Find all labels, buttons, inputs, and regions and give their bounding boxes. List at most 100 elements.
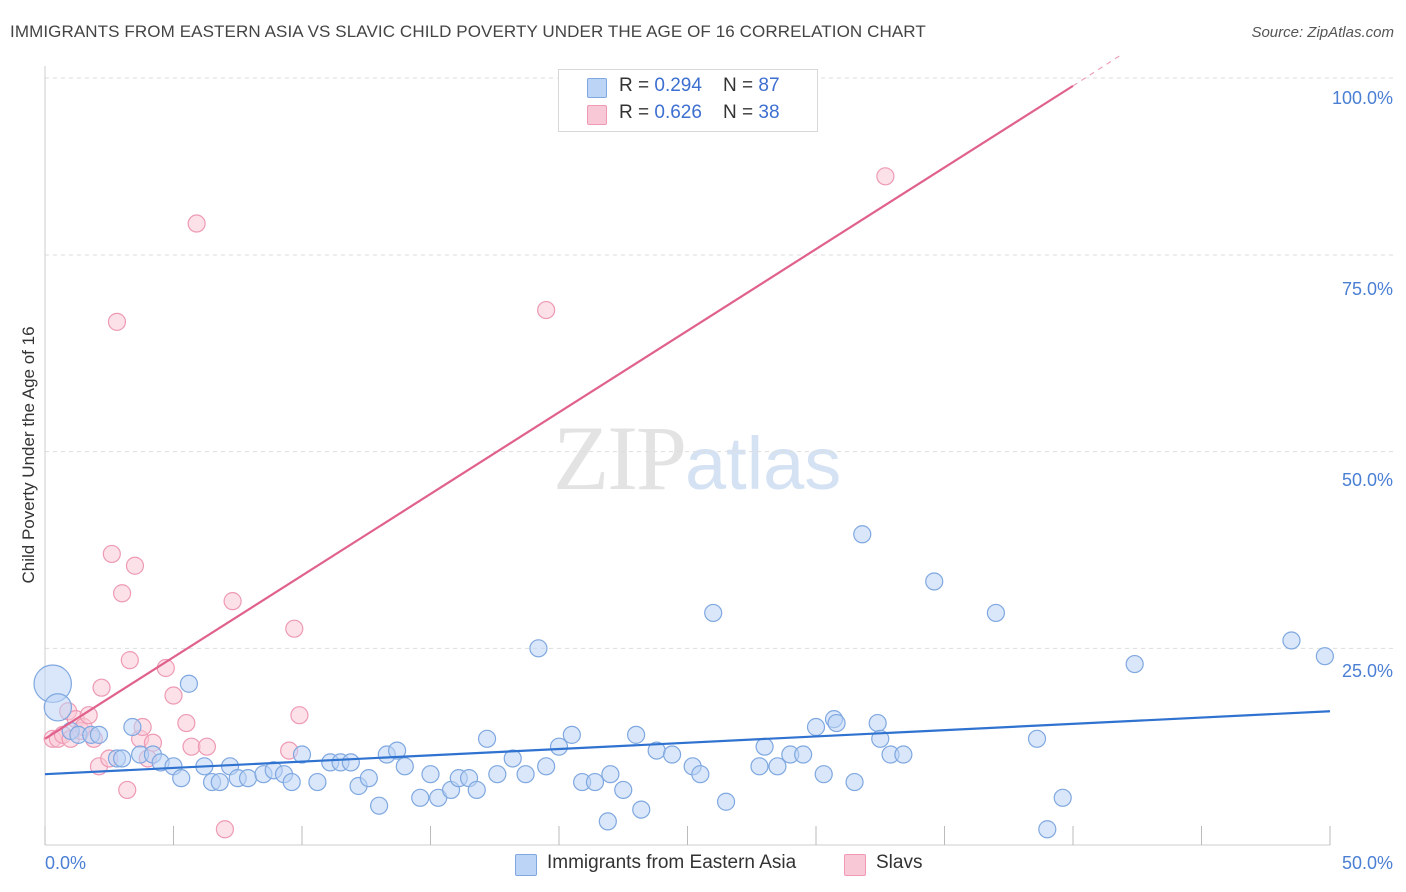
- eastern-asia-point: [598, 812, 617, 831]
- slavs-point: [876, 167, 895, 186]
- slavs-trend-extension: [1072, 53, 1123, 87]
- eastern-asia-point: [421, 765, 440, 784]
- legend-r-label: R =: [619, 102, 655, 123]
- eastern-asia-point: [467, 780, 486, 800]
- eastern-asia-point: [562, 725, 581, 744]
- legend-label: Immigrants from Eastern Asia: [547, 852, 797, 873]
- slavs-point: [125, 556, 145, 575]
- legend-swatch-pink: [844, 854, 866, 876]
- eastern-asia-point: [868, 713, 887, 733]
- chart-title: IMMIGRANTS FROM EASTERN ASIA VS SLAVIC C…: [10, 22, 926, 41]
- legend-n-label: N =: [723, 102, 759, 123]
- eastern-asia-point: [43, 693, 73, 722]
- eastern-asia-point: [755, 737, 774, 756]
- eastern-asia-point: [172, 769, 191, 788]
- eastern-asia-point: [503, 749, 522, 768]
- slavs-point: [107, 312, 127, 331]
- slavs-point: [285, 619, 304, 638]
- legend-n-value: 38: [758, 102, 780, 123]
- eastern-asia-point: [477, 729, 497, 748]
- eastern-asia-point: [1053, 788, 1072, 807]
- eastern-asia-point: [704, 603, 723, 623]
- tick-labels: 25.0% 50.0% 75.0% 100.0% 0.0% 50.0%: [45, 88, 1393, 873]
- y-tick-label: 75.0%: [1342, 279, 1393, 299]
- eastern-asia-point: [806, 717, 826, 737]
- watermark-atlas: atlas: [685, 422, 842, 505]
- legend-n-value: 87: [758, 75, 780, 96]
- eastern-asia-point: [341, 753, 360, 772]
- slavs-point: [118, 780, 137, 800]
- eastern-asia-point: [549, 737, 569, 756]
- legend-n-label: N =: [723, 75, 759, 96]
- eastern-asia-point: [1282, 631, 1301, 650]
- eastern-asia-point: [395, 757, 414, 776]
- x-tick-label: 0.0%: [45, 853, 86, 873]
- eastern-asia-point: [662, 745, 682, 764]
- eastern-asia-point: [691, 765, 710, 784]
- eastern-asia-points: [33, 525, 1334, 839]
- eastern-asia-point: [585, 772, 605, 792]
- eastern-asia-point: [488, 765, 507, 784]
- slavs-point: [223, 592, 242, 611]
- y-tick-label: 25.0%: [1342, 661, 1393, 681]
- legend-r-label: R =: [619, 75, 655, 96]
- slavs-point: [112, 584, 132, 603]
- eastern-asia-point: [210, 772, 229, 792]
- eastern-asia-point: [1125, 654, 1144, 674]
- eastern-asia-point: [537, 757, 556, 776]
- slavs-trend-line: [44, 84, 1074, 740]
- correlation-legend: R = 0.294 N = 87 R = 0.626 N = 38: [558, 69, 818, 132]
- axes: [44, 66, 1331, 846]
- eastern-asia-point: [1038, 820, 1057, 839]
- eastern-asia-point: [359, 769, 378, 788]
- slavs-points: [43, 167, 895, 839]
- slavs-point: [102, 544, 121, 564]
- eastern-asia-point: [308, 772, 327, 792]
- source-label: Source: ZipAtlas.com: [1251, 24, 1394, 41]
- eastern-asia-point: [632, 800, 651, 819]
- slavs-point: [290, 706, 309, 725]
- legend-r-value: 0.294: [654, 75, 702, 96]
- slavs-point: [120, 651, 139, 670]
- eastern-asia-point: [845, 772, 864, 792]
- y-tick-label: 100.0%: [1332, 88, 1393, 108]
- eastern-asia-point: [112, 749, 132, 768]
- trend-lines: [44, 53, 1331, 776]
- eastern-asia-point: [89, 725, 109, 744]
- eastern-asia-point: [516, 765, 535, 784]
- legend-text: R = 0.294 N = 87: [619, 75, 780, 97]
- slavs-point: [537, 300, 556, 320]
- eastern-asia-point: [827, 713, 846, 733]
- eastern-asia-point: [614, 780, 633, 800]
- eastern-asia-point: [123, 717, 142, 737]
- eastern-asia-trend-line: [44, 710, 1331, 776]
- legend-r-value: 0.626: [654, 102, 702, 123]
- eastern-asia-point: [411, 788, 430, 807]
- y-axis-label: Child Poverty Under the Age of 16: [19, 326, 38, 583]
- eastern-asia-point: [601, 765, 620, 784]
- eastern-asia-point: [925, 572, 944, 591]
- eastern-asia-point: [238, 769, 258, 788]
- eastern-asia-point: [768, 757, 787, 776]
- eastern-asia-point: [853, 525, 872, 544]
- eastern-asia-point: [814, 765, 833, 784]
- slavs-point: [197, 737, 217, 756]
- legend-swatch-blue: [587, 78, 607, 98]
- slavs-point: [177, 713, 196, 733]
- eastern-asia-point: [1027, 729, 1047, 748]
- eastern-asia-point: [529, 639, 548, 658]
- eastern-asia-point: [370, 796, 389, 815]
- eastern-asia-point: [750, 757, 769, 776]
- eastern-asia-point: [986, 603, 1006, 623]
- legend-text: R = 0.626 N = 38: [619, 102, 780, 124]
- series-legend: Immigrants from Eastern Asia Slavs: [0, 851, 1406, 879]
- eastern-asia-point: [179, 674, 199, 693]
- slavs-point: [92, 678, 111, 697]
- watermark: ZIPatlas: [553, 405, 841, 511]
- eastern-asia-point: [292, 745, 312, 764]
- eastern-asia-point: [1315, 647, 1334, 666]
- slavs-point: [187, 214, 206, 233]
- y-tick-label: 50.0%: [1342, 470, 1393, 490]
- eastern-asia-point: [387, 741, 407, 760]
- eastern-asia-point: [894, 745, 913, 764]
